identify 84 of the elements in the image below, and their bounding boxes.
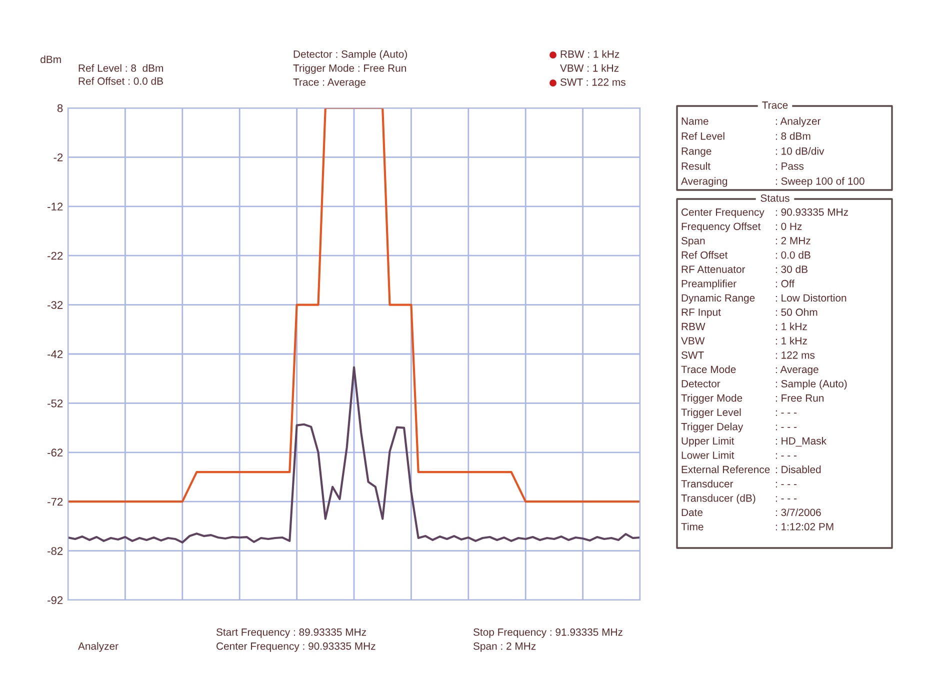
text: Trigger Level — [681, 408, 741, 418]
text: RBW : 1 kHz — [560, 50, 620, 58]
text: : 122 ms — [776, 351, 815, 359]
text: External Reference — [682, 466, 770, 474]
text: Preamplifier — [682, 280, 736, 290]
text: : - - - — [776, 482, 797, 488]
y-tick-label: -82 — [48, 547, 63, 555]
text: : 0.0 dB — [776, 251, 810, 259]
text: Ref Level — [682, 132, 724, 140]
text: : 2 MHz — [776, 237, 810, 244]
text: : - - - — [776, 410, 797, 416]
text: : Sweep 100 of 100 — [776, 177, 864, 187]
text: Transducer (dB) — [681, 494, 756, 504]
text: Trace — [762, 102, 788, 109]
text: Averaging — [681, 177, 728, 187]
y-tick-label: -72 — [48, 498, 63, 506]
text: Trace Mode — [681, 365, 736, 374]
text: : Average — [776, 366, 818, 376]
text: : Off — [776, 280, 795, 288]
text: Ref Offset : 0.0 dB — [78, 77, 163, 85]
text: Range — [682, 148, 712, 157]
text: SWT — [681, 351, 704, 359]
y-tick-label: -92 — [48, 596, 63, 604]
y-tick-label: -32 — [48, 301, 63, 309]
y-tick-label: -62 — [48, 448, 63, 457]
text: RBW — [682, 322, 706, 330]
text: Ref Offset — [682, 251, 728, 259]
text: : 1:12:02 PM — [776, 523, 834, 530]
text: VBW : 1 kHz — [560, 64, 619, 72]
text: Trigger Delay — [681, 422, 744, 432]
line-series — [68, 366, 640, 544]
text: : Disabled — [776, 466, 821, 474]
text: : - - - — [776, 424, 797, 430]
text: Span — [681, 237, 705, 246]
text: Trigger Mode : Free Run — [293, 64, 406, 74]
text: SWT : 122 ms — [560, 78, 626, 86]
text: VBW — [681, 337, 705, 344]
text: : - - - — [776, 496, 797, 502]
text: Trace : Average — [293, 78, 366, 88]
text: : - - - — [776, 453, 797, 459]
y-tick-label: -52 — [48, 399, 63, 408]
text: : Sample (Auto) — [776, 380, 847, 390]
text: : 8 dBm — [776, 132, 810, 140]
text: : 3/7/2006 — [776, 508, 821, 516]
text: RF Input — [682, 308, 721, 318]
text: : 50 Ohm — [776, 308, 818, 316]
text: Detector — [682, 380, 720, 388]
y-tick-label: -2 — [54, 153, 63, 162]
text: Transducer — [681, 480, 734, 488]
text: Frequency Offset — [682, 222, 761, 232]
text: : 30 dB — [776, 265, 808, 273]
text: RF Attenuator — [682, 266, 746, 273]
text: : Analyzer — [776, 117, 821, 127]
text: Span : 2 MHz — [473, 642, 536, 652]
text: : Pass — [776, 162, 804, 170]
text: : 1 kHz — [776, 336, 807, 344]
text: : Low Distortion — [776, 294, 846, 302]
text: Result — [682, 162, 710, 170]
y-tick-label: 8 — [57, 104, 63, 112]
text: Analyzer — [78, 642, 118, 652]
y-tick-label: -22 — [48, 252, 63, 260]
text: Ref Level : 8 dBm — [78, 64, 163, 72]
text: Detector : Sample (Auto) — [294, 50, 407, 60]
text: : 10 dB/div — [776, 147, 824, 155]
text: Center Frequency : 90.93335 MHz — [216, 642, 376, 652]
text: : 90.93335 MHz — [776, 208, 848, 216]
text: Time — [681, 522, 704, 530]
text: : HD_Mask — [776, 436, 827, 447]
text: Center Frequency — [682, 208, 764, 218]
text: : 0 Hz — [776, 222, 802, 230]
text: Upper Limit — [682, 436, 734, 447]
y-axis-title: dBm — [40, 55, 61, 64]
text: Trigger Mode — [681, 394, 742, 404]
text: Status — [760, 194, 790, 202]
text: Lower Limit — [682, 451, 734, 459]
text: : 1 kHz — [776, 322, 807, 330]
text: Dynamic Range — [682, 294, 755, 304]
text: Name — [682, 118, 708, 125]
text: Stop Frequency : 91.93335 MHz — [473, 628, 622, 638]
text: : Free Run — [776, 394, 824, 402]
y-tick-label: -42 — [48, 350, 63, 358]
text: Start Frequency : 89.93335 MHz — [216, 628, 366, 638]
y-tick-label: -12 — [48, 202, 63, 210]
text: Date — [682, 508, 703, 516]
